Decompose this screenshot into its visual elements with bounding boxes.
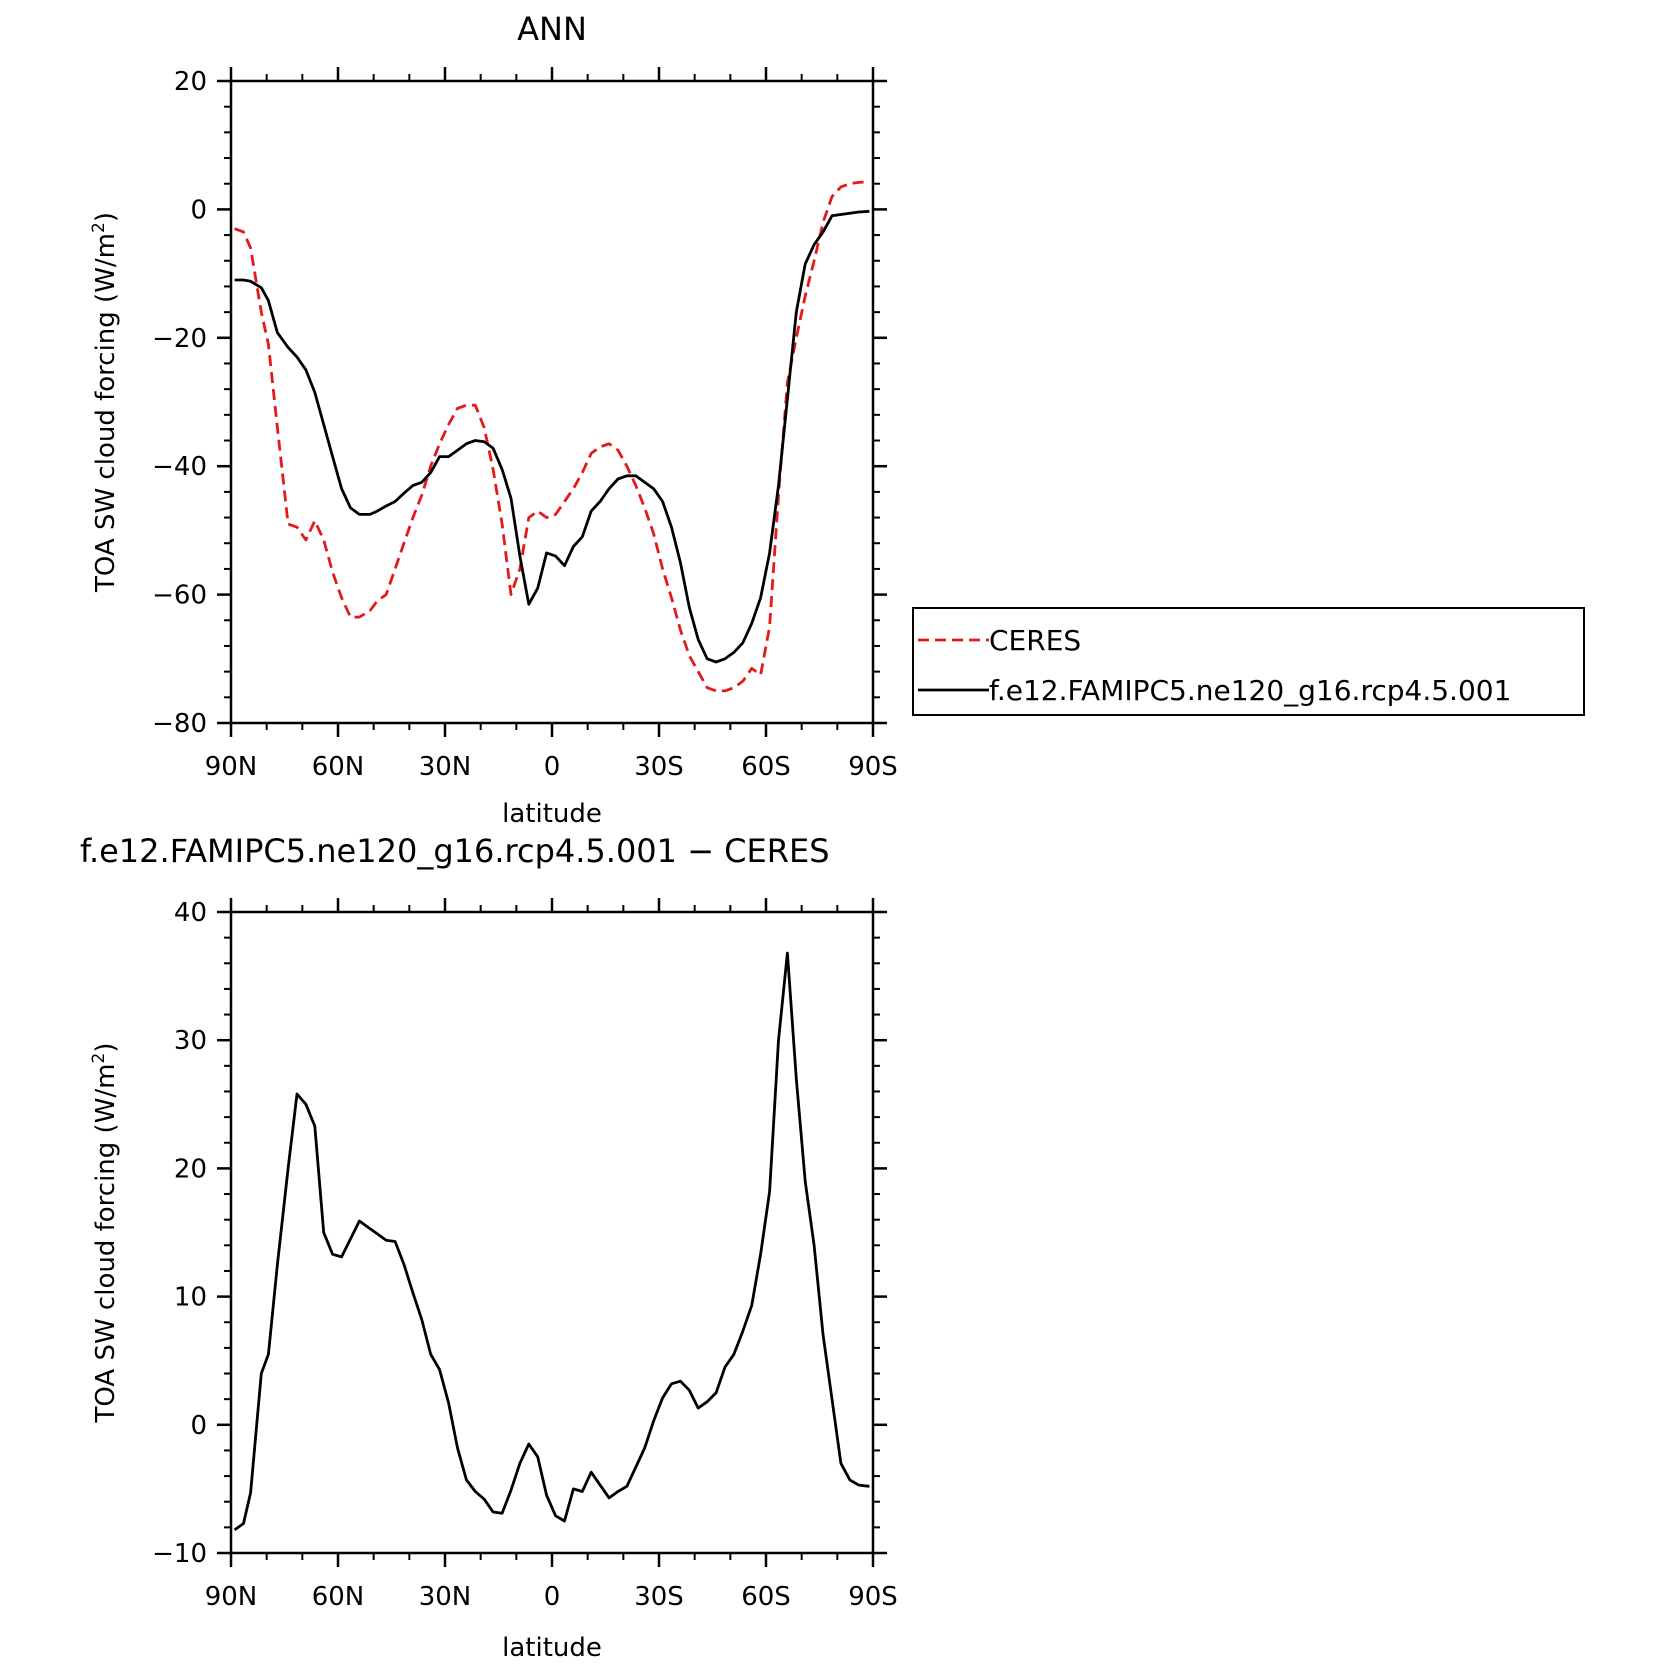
- y-axis-label-main: TOA SW cloud forcing (W/m: [91, 233, 121, 593]
- y-axis-label-close: ): [91, 1043, 121, 1053]
- x-tick-label: 0: [544, 1582, 561, 1612]
- x-tick-label: 90S: [848, 1582, 898, 1612]
- y-tick-label: 20: [174, 1154, 207, 1184]
- f-e12-famipc5-ne120-g16-rcp4-5-001-series-line: [234, 209, 870, 664]
- y-tick-label: 0: [190, 195, 207, 225]
- ceres-series-line: [234, 180, 870, 693]
- x-tick-label: 30S: [634, 752, 684, 782]
- x-tick-label: 60S: [741, 752, 791, 782]
- x-axis-label: latitude: [502, 1633, 602, 1663]
- y-axis-label-main: TOA SW cloud forcing (W/m: [91, 1064, 121, 1424]
- x-tick-label: 30N: [419, 752, 472, 782]
- y-tick-label: −80: [152, 709, 207, 739]
- legend-label: CERES: [989, 624, 1081, 657]
- x-tick-label: 90N: [205, 1582, 258, 1612]
- x-tick-label: 60N: [312, 1582, 365, 1612]
- x-tick-label: 90S: [848, 752, 898, 782]
- y-tick-label: −10: [152, 1539, 207, 1569]
- legend-box: [912, 607, 1585, 716]
- x-axis-label: latitude: [502, 799, 602, 829]
- y-tick-label: −40: [152, 452, 207, 482]
- difference-series-line: [233, 951, 870, 1532]
- y-axis-label-superscript: 2: [89, 1053, 109, 1064]
- plot-frame: [229, 79, 875, 725]
- plot-frame: [229, 910, 875, 1555]
- top-panel: ANN 90N 60N 30N 0 30S 60S 90S 20 0 −20 −40 −60 −80 lat…: [89, 10, 1585, 829]
- bottom-panel: f.e12.FAMIPC5.ne120_g16.rcp4.5.001 − CER…: [80, 832, 898, 1663]
- chart-title: f.e12.FAMIPC5.ne120_g16.rcp4.5.001 − CER…: [80, 832, 830, 870]
- y-axis-label-close: ): [91, 212, 121, 222]
- y-tick-label: 20: [174, 67, 207, 97]
- y-tick-label: −60: [152, 581, 207, 611]
- y-tick-label: 0: [190, 1411, 207, 1441]
- x-tick-label: 0: [544, 752, 561, 782]
- chart-title: ANN: [517, 10, 587, 48]
- y-tick-label: −20: [152, 324, 207, 354]
- x-tick-label: 30N: [419, 1582, 472, 1612]
- x-tick-label: 60N: [312, 752, 365, 782]
- y-tick-label: 40: [174, 898, 207, 928]
- y-axis-label: TOA SW cloud forcing (W/m2): [89, 212, 121, 593]
- y-tick-label: 10: [174, 1283, 207, 1313]
- y-tick-label: 30: [174, 1026, 207, 1056]
- y-axis-label: TOA SW cloud forcing (W/m2): [89, 1043, 121, 1424]
- x-tick-label: 30S: [634, 1582, 684, 1612]
- x-tick-label: 90N: [205, 752, 258, 782]
- legend-label: f.e12.FAMIPC5.ne120_g16.rcp4.5.001: [989, 674, 1511, 707]
- y-axis-label-superscript: 2: [89, 222, 109, 233]
- x-tick-label: 60S: [741, 1582, 791, 1612]
